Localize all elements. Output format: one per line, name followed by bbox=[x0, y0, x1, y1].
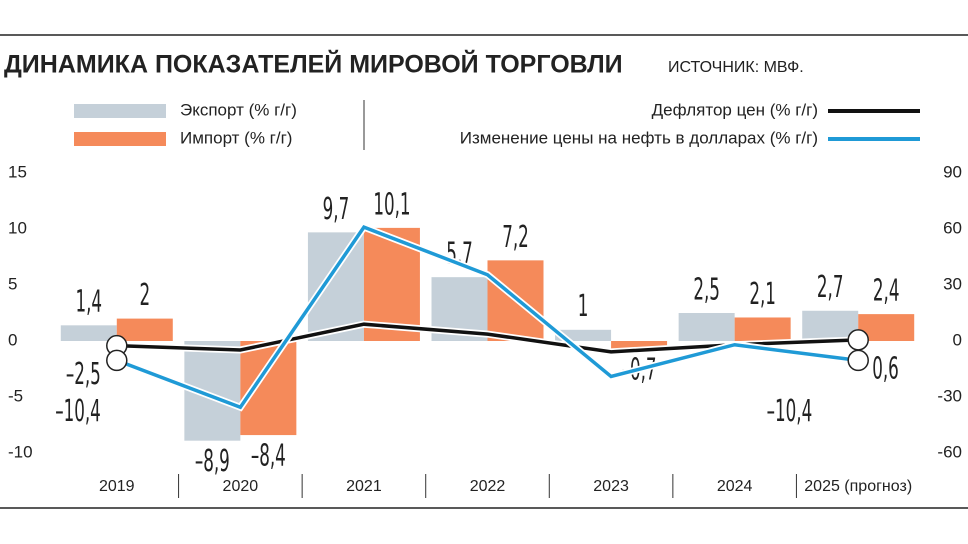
value-label: –2,5 bbox=[66, 356, 101, 391]
value-label: –8,9 bbox=[195, 443, 230, 478]
value-label: 7,2 bbox=[502, 219, 529, 254]
bar bbox=[116, 318, 173, 341]
value-label: 1,4 bbox=[75, 284, 102, 319]
bar bbox=[555, 329, 612, 341]
legend-label: Изменение цены на нефть в долларах (% г/… bbox=[460, 128, 818, 147]
x-tick-label: 2021 bbox=[346, 478, 382, 495]
point-marker bbox=[847, 329, 869, 351]
chart-title: ДИНАМИКА ПОКАЗАТЕЛЕЙ МИРОВОЙ ТОРГОВЛИ bbox=[4, 49, 623, 79]
value-label: –8,4 bbox=[251, 438, 286, 473]
x-tick-label: 2024 bbox=[717, 478, 753, 495]
value-label: –10,4 bbox=[55, 393, 101, 428]
y2-tick-label: -30 bbox=[937, 386, 962, 405]
y-tick-label: 10 bbox=[8, 218, 27, 237]
line bbox=[116, 225, 859, 410]
x-tick-label: 2022 bbox=[470, 478, 506, 495]
legend-label: Дефлятор цен (% г/г) bbox=[652, 100, 818, 119]
y2-tick-label: -60 bbox=[937, 442, 962, 461]
value-label: 9,7 bbox=[323, 191, 350, 226]
x-tick-label: 2025 (прогноз) bbox=[804, 478, 912, 495]
value-label: 2,4 bbox=[873, 273, 900, 308]
bar bbox=[678, 313, 735, 341]
y-tick-label: 15 bbox=[8, 162, 27, 181]
y-tick-label: -10 bbox=[8, 442, 33, 461]
value-label: 2,7 bbox=[817, 270, 844, 305]
y-tick-label: -5 bbox=[8, 386, 23, 405]
value-label: 1 bbox=[578, 289, 589, 324]
x-tick-label: 2020 bbox=[223, 478, 259, 495]
bar bbox=[240, 341, 297, 436]
value-label: 2,1 bbox=[749, 276, 776, 311]
y2-tick-label: 60 bbox=[943, 218, 962, 237]
y-tick-label: 0 bbox=[8, 330, 17, 349]
value-label: 0,6 bbox=[872, 351, 899, 386]
x-tick-label: 2019 bbox=[99, 478, 135, 495]
value-label: 2,5 bbox=[693, 272, 720, 307]
value-label: –10,4 bbox=[767, 393, 813, 428]
legend-label: Импорт (% г/г) bbox=[180, 128, 292, 147]
bar bbox=[611, 341, 668, 349]
legend-swatch bbox=[74, 104, 166, 118]
point-marker bbox=[847, 349, 869, 372]
y2-tick-label: 90 bbox=[943, 162, 962, 181]
y2-tick-label: 0 bbox=[953, 330, 962, 349]
legend-label: Экспорт (% г/г) bbox=[180, 100, 297, 119]
bar bbox=[60, 325, 117, 341]
value-label: 10,1 bbox=[373, 187, 410, 222]
legend-swatch bbox=[74, 132, 166, 146]
value-label: 2 bbox=[139, 277, 150, 312]
source: ИСТОЧНИК: МВФ. bbox=[668, 59, 804, 76]
bar bbox=[734, 317, 791, 341]
y-tick-label: 5 bbox=[8, 274, 17, 293]
point-marker bbox=[106, 349, 128, 372]
x-tick-label: 2023 bbox=[593, 478, 629, 495]
y2-tick-label: 30 bbox=[943, 274, 962, 293]
